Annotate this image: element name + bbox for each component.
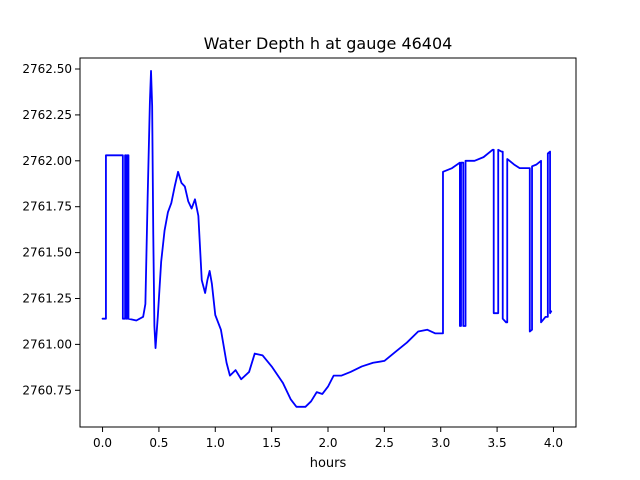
x-tick-label: 3.5 [488, 436, 507, 450]
series-group [101, 69, 553, 408]
y-tick-label: 2761.75 [22, 200, 72, 214]
x-tick-label: 0.5 [149, 436, 168, 450]
plot-area-frame [79, 57, 577, 428]
series-line-0 [101, 69, 553, 408]
y-tick-label: 2762.25 [22, 108, 72, 122]
x-axis-label: hours [310, 456, 347, 471]
y-tick-label: 2760.75 [22, 383, 72, 397]
x-tick-label: 1.0 [206, 436, 225, 450]
y-tick-label: 2761.00 [22, 337, 72, 351]
y-tick-label: 2761.50 [22, 246, 72, 260]
x-axis-ticks: 0.0 0.5 1.0 1.5 2.0 2.5 3.0 3.5 4.0 [93, 427, 563, 450]
x-tick-label: 2.5 [375, 436, 394, 450]
x-tick-label: 2.0 [318, 436, 337, 450]
y-axis-ticks: 2760.75 2761.00 2761.25 2761.50 2761.75 2762.… [22, 62, 80, 397]
y-tick-label: 2761.25 [22, 291, 72, 305]
chart-title: Water Depth h at gauge 46404 [204, 34, 453, 53]
x-tick-label: 1.5 [262, 436, 281, 450]
x-tick-label: 4.0 [544, 436, 563, 450]
x-tick-label: 3.0 [431, 436, 450, 450]
y-tick-label: 2762.50 [22, 62, 72, 76]
x-tick-label: 0.0 [93, 436, 112, 450]
y-tick-label: 2762.00 [22, 154, 72, 168]
